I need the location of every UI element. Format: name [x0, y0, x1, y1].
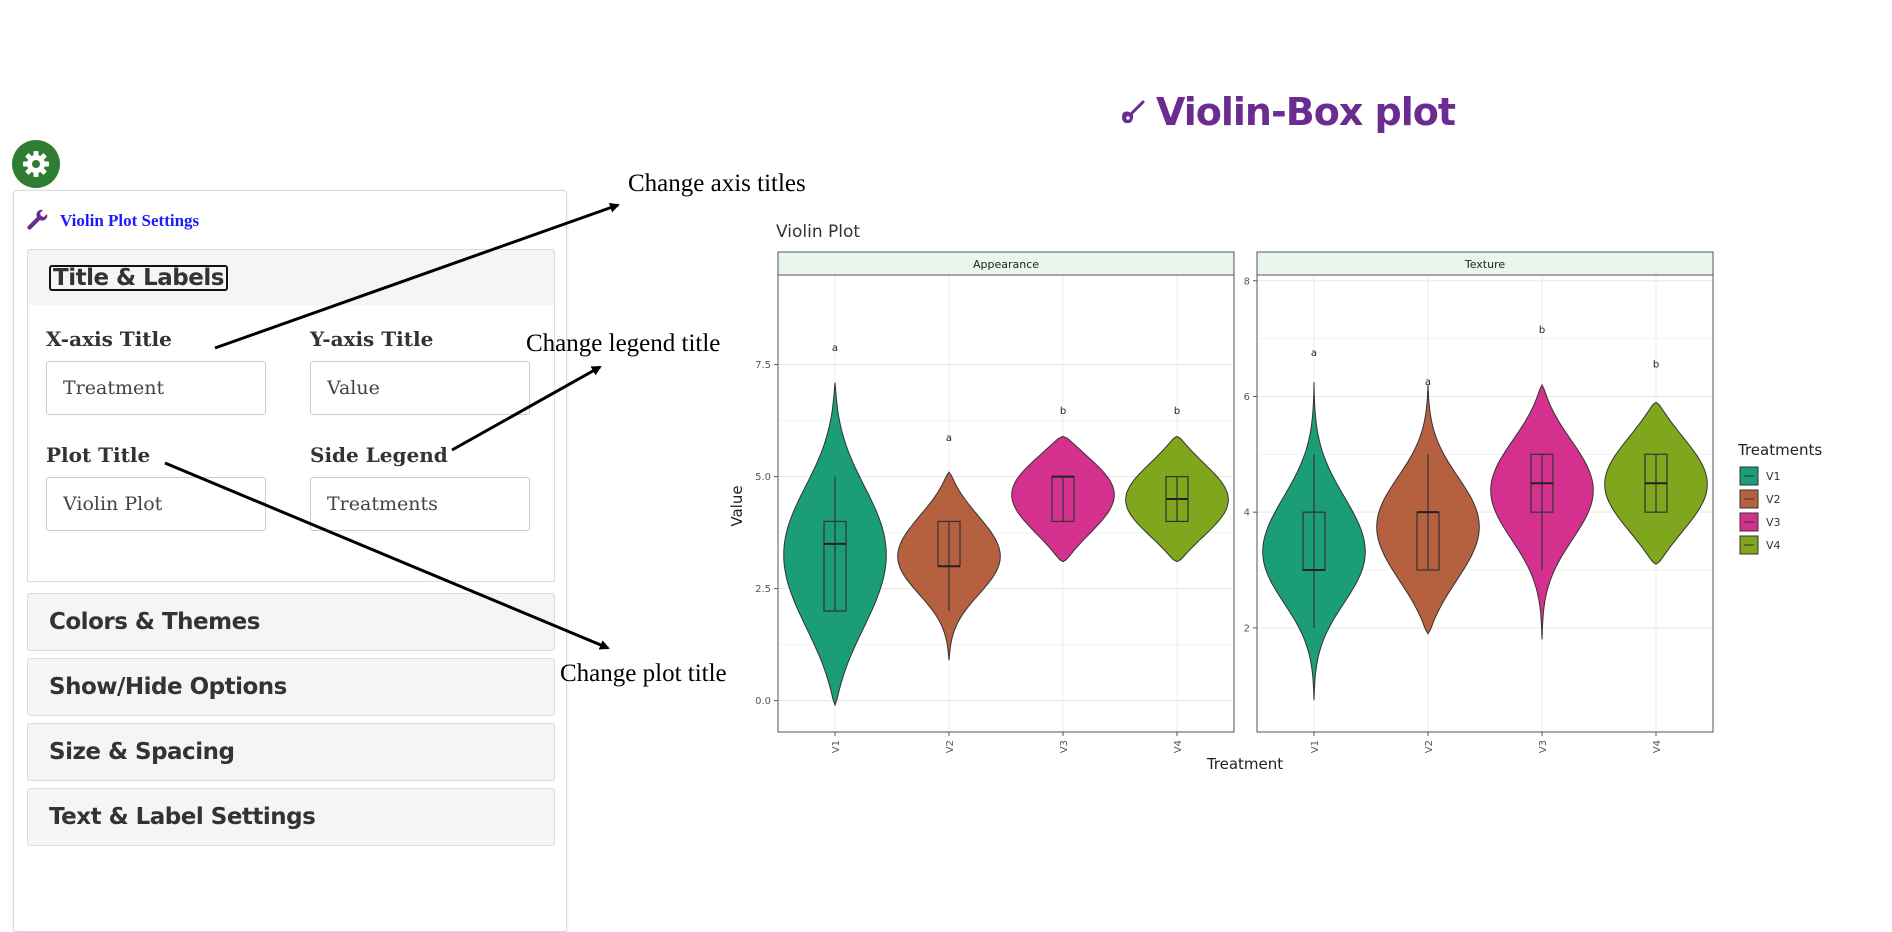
- x-axis-title-label: X-axis Title: [46, 327, 172, 351]
- x-axis-title: Treatment: [1206, 755, 1283, 773]
- significance-letter: b: [1060, 406, 1066, 417]
- section-show-hide-options[interactable]: Show/Hide Options: [27, 658, 555, 716]
- significance-letter: a: [1311, 348, 1317, 359]
- section-title-labels-body: X-axis Title Y-axis Title Plot Title Sid…: [27, 305, 555, 582]
- x-tick-label: V3: [1538, 740, 1549, 753]
- section-title-labels-label: Title & Labels: [49, 265, 228, 291]
- y-axis-title-input[interactable]: [310, 361, 530, 415]
- x-tick-label: V3: [1059, 740, 1070, 753]
- plot-title-input[interactable]: [46, 477, 266, 531]
- significance-letter: b: [1174, 406, 1180, 417]
- settings-panel: Violin Plot Settings Title & Labels X-ax…: [13, 190, 567, 932]
- section-colors-themes[interactable]: Colors & Themes: [27, 593, 555, 651]
- y-tick-label: 8: [1244, 276, 1250, 287]
- panel-title: Violin Plot Settings: [60, 211, 200, 230]
- plot-panel-border: [777, 274, 1235, 733]
- chart-title: Violin Plot: [776, 222, 860, 242]
- section-colors-themes-header[interactable]: Colors & Themes: [49, 609, 260, 635]
- y-axis-title: Value: [728, 485, 746, 526]
- arrow-plot-title: [164, 461, 610, 650]
- legend-label-V3: V3: [1766, 516, 1781, 529]
- facet-strip-label: Appearance: [973, 258, 1039, 271]
- plot-panel-border: [1256, 274, 1714, 733]
- arrow-legend-title: [451, 365, 602, 452]
- page-title: Violin-Box plot: [1118, 90, 1456, 134]
- legend-label-V1: V1: [1766, 470, 1781, 483]
- x-tick-label: V1: [1310, 740, 1321, 753]
- significance-letter: a: [946, 433, 952, 444]
- y-axis-title-label: Y-axis Title: [310, 327, 434, 351]
- significance-letter: a: [1425, 377, 1431, 388]
- side-legend-label: Side Legend: [310, 443, 448, 467]
- x-tick-label: V4: [1173, 740, 1184, 753]
- legend-title: Treatments: [1737, 441, 1822, 459]
- annotation-legend-title: Change legend title: [526, 330, 721, 357]
- annotation-plot-title: Change plot title: [560, 660, 727, 687]
- gear-icon: [23, 151, 49, 177]
- y-tick-label: 7.5: [755, 360, 771, 371]
- x-axis-title-input[interactable]: [46, 361, 266, 415]
- x-tick-label: V1: [831, 740, 842, 753]
- legend-label-V2: V2: [1766, 493, 1781, 506]
- guitar-icon: [1122, 100, 1145, 124]
- significance-letter: b: [1539, 325, 1545, 336]
- y-tick-label: 0.0: [755, 696, 771, 707]
- panel-header: Violin Plot Settings: [26, 209, 199, 233]
- y-tick-label: 2: [1244, 623, 1250, 634]
- section-size-spacing[interactable]: Size & Spacing: [27, 723, 555, 781]
- y-tick-label: 5.0: [755, 472, 771, 483]
- legend-label-V4: V4: [1766, 539, 1781, 552]
- settings-toggle-button[interactable]: [12, 140, 60, 188]
- y-tick-label: 2.5: [755, 584, 771, 595]
- annotation-axis-titles: Change axis titles: [628, 170, 806, 197]
- facet-strip-label: Texture: [1464, 258, 1505, 271]
- significance-letter: b: [1653, 360, 1659, 371]
- section-size-spacing-header[interactable]: Size & Spacing: [49, 739, 235, 765]
- y-tick-label: 6: [1244, 392, 1250, 403]
- box-V1: [823, 520, 847, 612]
- plot-title-label: Plot Title: [46, 443, 151, 467]
- section-text-label-settings[interactable]: Text & Label Settings: [27, 788, 555, 846]
- significance-letter: a: [832, 343, 838, 354]
- x-tick-label: V2: [945, 740, 956, 753]
- section-title-labels-header[interactable]: Title & Labels: [28, 250, 554, 306]
- page-title-text: Violin-Box plot: [1156, 90, 1456, 134]
- x-tick-label: V2: [1424, 740, 1435, 753]
- wrench-icon: [27, 209, 48, 230]
- arrow-axis-titles: [214, 202, 620, 350]
- section-show-hide-header[interactable]: Show/Hide Options: [49, 674, 287, 700]
- y-tick-label: 4: [1244, 508, 1250, 519]
- x-tick-label: V4: [1652, 740, 1663, 753]
- side-legend-input[interactable]: [310, 477, 530, 531]
- violin-chart: Violin Plot Appearance a a b b 0.0 2.5 5.0 7.5 V1 V…: [728, 222, 1822, 773]
- section-text-label-header[interactable]: Text & Label Settings: [49, 804, 316, 830]
